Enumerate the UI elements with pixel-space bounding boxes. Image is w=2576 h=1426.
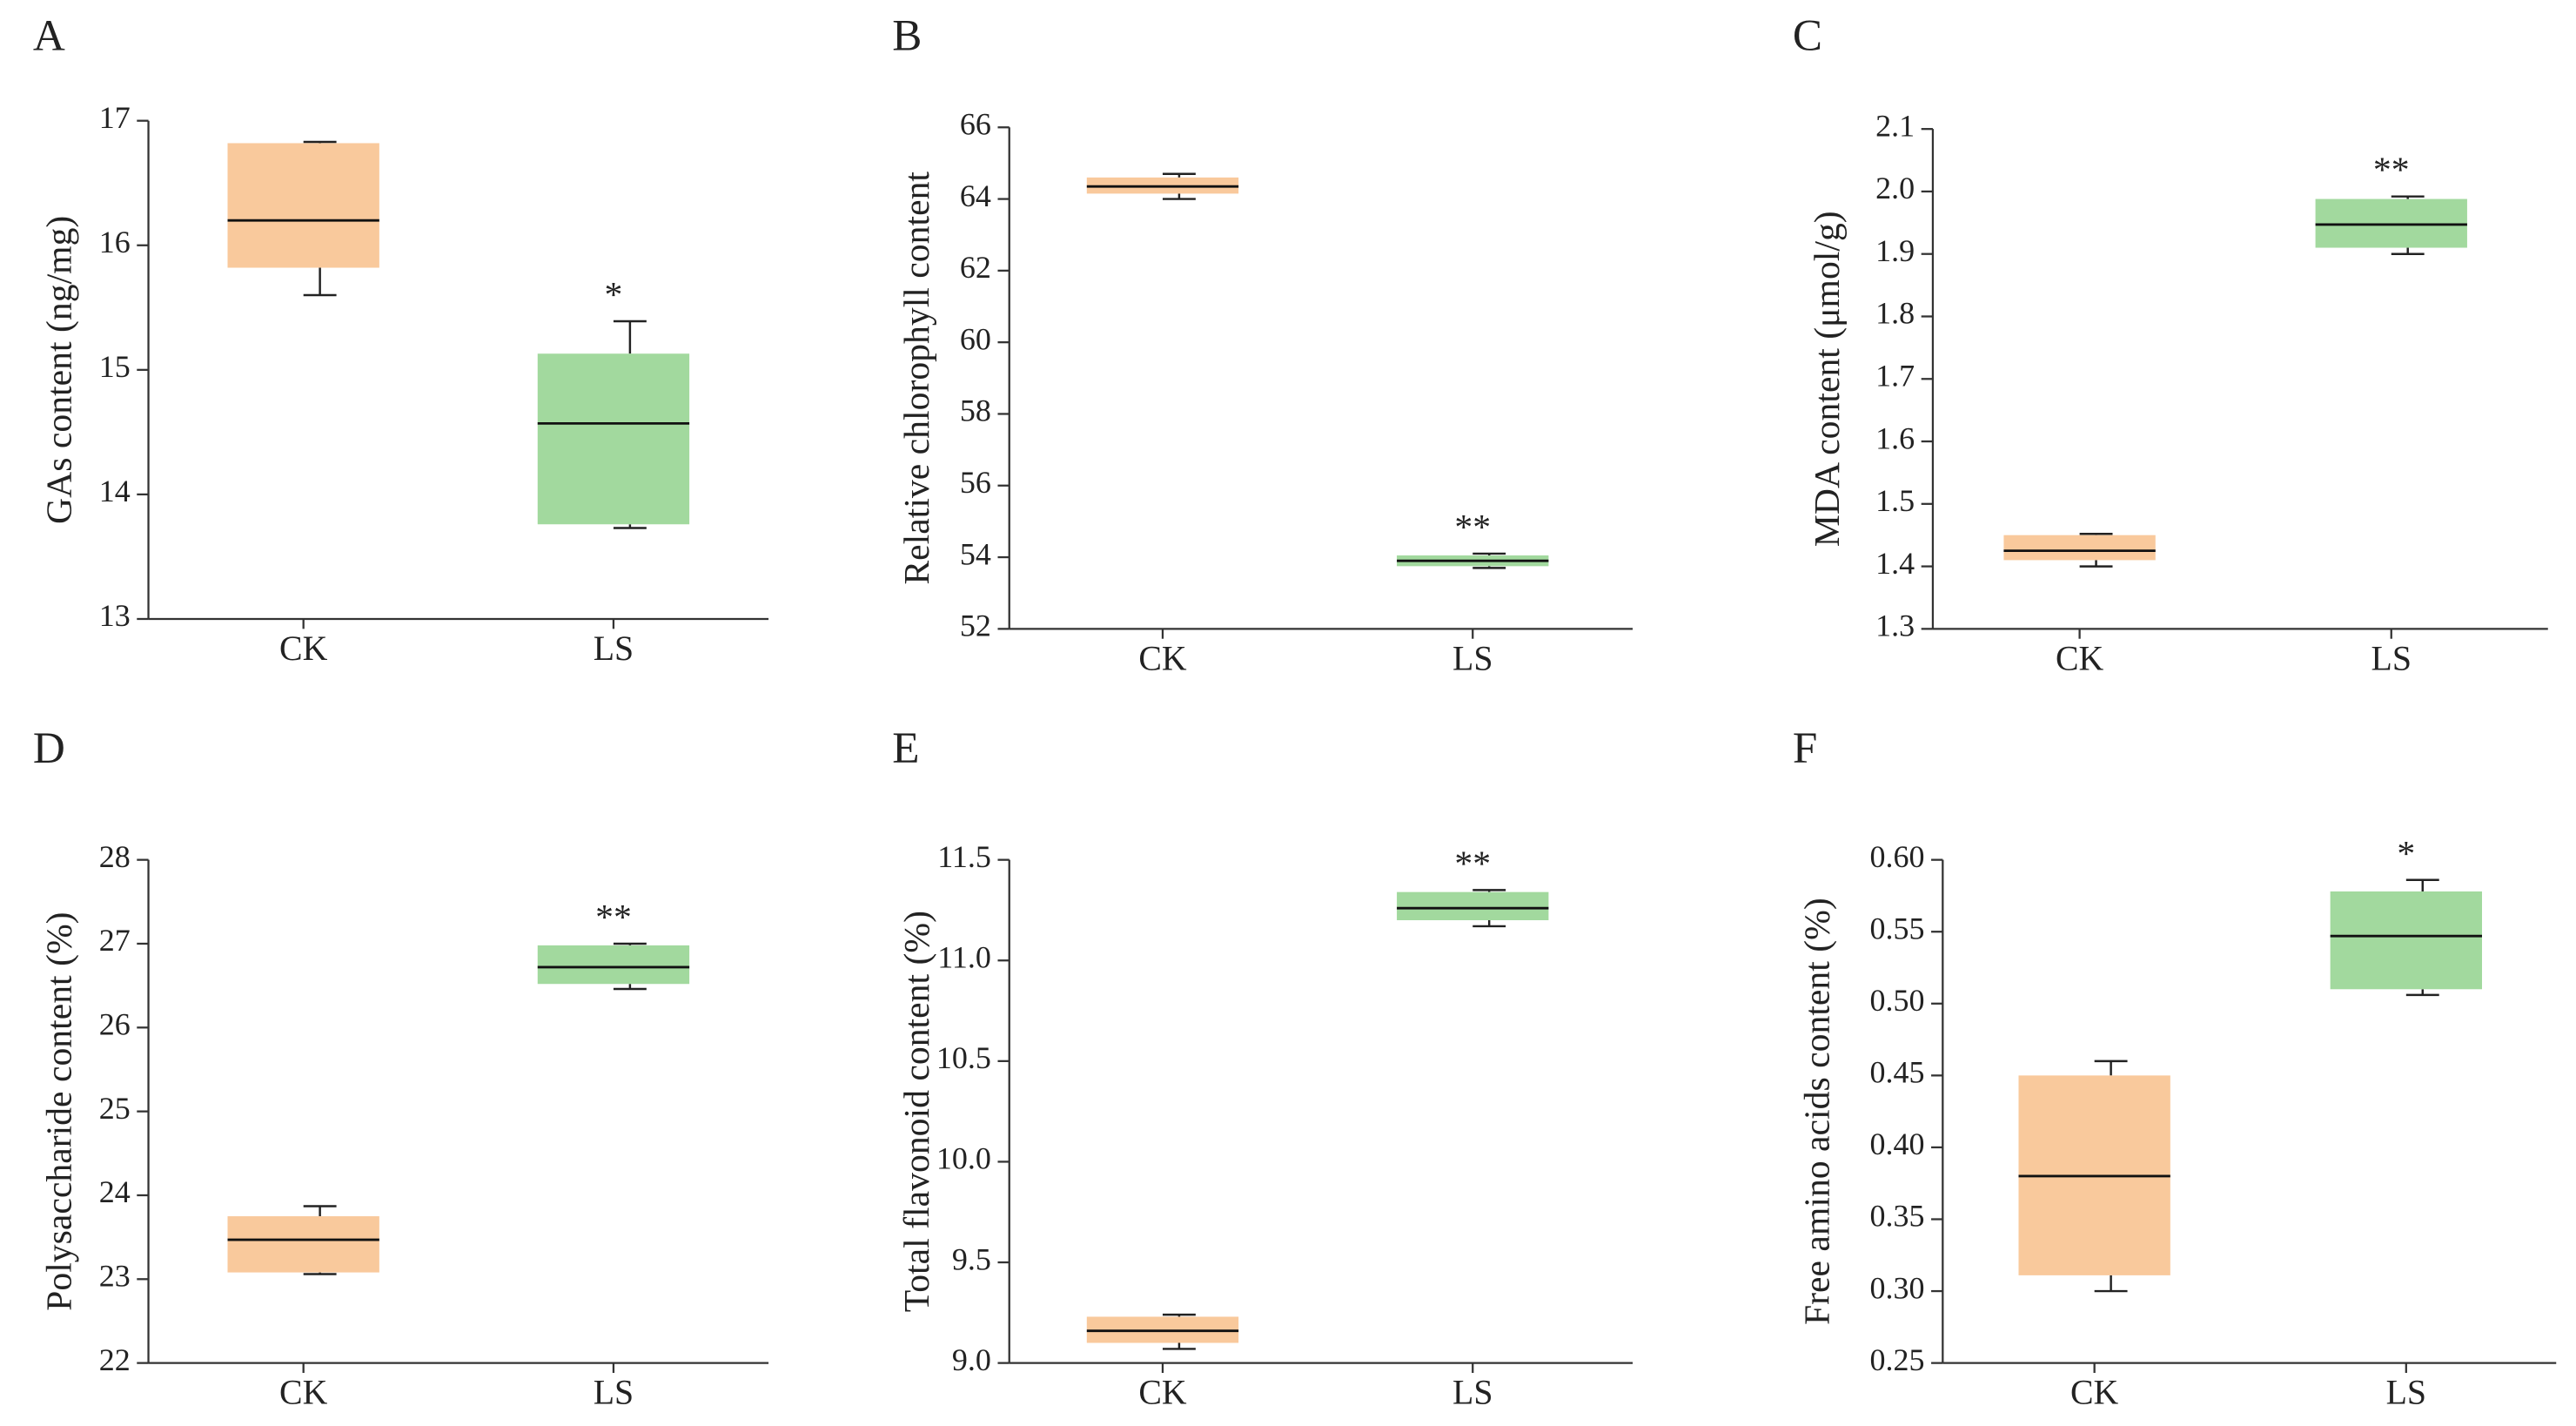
y-tick-label: 0.60 [1869, 839, 1924, 874]
x-tick-label: CK [279, 629, 328, 668]
y-tick-label: 58 [960, 393, 991, 428]
y-tick-label: 1.8 [1875, 296, 1915, 331]
box [2003, 535, 2156, 561]
y-axis-label: MDA content (μmol/g) [1808, 211, 1848, 547]
y-tick-label: 64 [960, 178, 991, 213]
y-tick-label: 13 [99, 598, 131, 633]
box [2330, 891, 2482, 990]
y-tick-label: 0.35 [1869, 1199, 1924, 1234]
panel-label: A [33, 11, 65, 61]
y-tick-label: 9.0 [952, 1342, 991, 1377]
x-tick-label: CK [2070, 1374, 2119, 1412]
significance: * [605, 275, 623, 315]
significance: ** [2373, 151, 2410, 191]
y-tick-label: 16 [99, 225, 131, 259]
y-tick-label: 9.5 [952, 1241, 991, 1276]
box [537, 945, 690, 985]
y-tick-label: 66 [960, 107, 991, 142]
y-axis-label: Free amino acids content (%) [1798, 898, 1838, 1325]
significance: * [2397, 834, 2415, 874]
x-tick-label: LS [1452, 1374, 1493, 1412]
y-tick-label: 62 [960, 250, 991, 285]
significance: ** [1454, 844, 1491, 884]
y-tick-label: 1.3 [1875, 609, 1915, 643]
y-tick-label: 1.6 [1875, 420, 1915, 455]
y-tick-label: 14 [99, 474, 131, 508]
y-tick-label: 11.0 [937, 940, 991, 975]
y-axis-label: GAs content (ng/mg) [40, 216, 80, 524]
significance: ** [595, 898, 632, 938]
y-tick-label: 56 [960, 465, 991, 500]
box [2315, 198, 2467, 248]
y-tick-label: 1.9 [1875, 233, 1915, 268]
box [537, 353, 690, 525]
y-tick-label: 0.40 [1869, 1127, 1924, 1161]
y-tick-label: 10.5 [936, 1040, 991, 1075]
y-tick-label: 17 [99, 100, 131, 135]
x-tick-label: LS [2371, 639, 2412, 677]
y-tick-label: 2.1 [1875, 108, 1915, 143]
y-tick-label: 15 [99, 349, 131, 384]
panel-label: B [892, 11, 922, 61]
y-tick-label: 22 [99, 1342, 131, 1377]
y-tick-label: 1.5 [1875, 483, 1915, 518]
panel-label: D [33, 723, 65, 773]
box [227, 143, 379, 268]
y-tick-label: 26 [99, 1007, 131, 1042]
y-tick-label: 0.55 [1869, 911, 1924, 945]
y-axis-label: Polysaccharide content (%) [40, 911, 80, 1310]
significance: ** [1454, 508, 1491, 548]
y-tick-label: 24 [99, 1174, 131, 1209]
x-tick-label: CK [1138, 1374, 1187, 1412]
x-tick-label: CK [1138, 639, 1187, 677]
y-tick-label: 54 [960, 536, 991, 571]
y-tick-label: 52 [960, 609, 991, 643]
y-axis-label: Relative chlorophyll content [897, 172, 937, 585]
x-tick-label: LS [594, 1374, 634, 1412]
box [227, 1216, 379, 1273]
y-tick-label: 1.7 [1875, 359, 1915, 393]
y-tick-label: 0.25 [1869, 1342, 1924, 1377]
x-tick-label: CK [2056, 639, 2104, 677]
x-tick-label: CK [279, 1374, 328, 1412]
y-tick-label: 27 [99, 923, 131, 958]
x-tick-label: LS [1452, 639, 1493, 677]
y-tick-label: 2.0 [1875, 171, 1915, 205]
y-tick-label: 11.5 [937, 839, 991, 874]
panel-label: C [1793, 11, 1822, 61]
y-tick-label: 10.0 [936, 1141, 991, 1176]
panel-label: F [1793, 723, 1817, 773]
y-tick-label: 23 [99, 1259, 131, 1294]
panel-label: E [892, 723, 919, 773]
y-tick-label: 25 [99, 1091, 131, 1126]
x-tick-label: LS [594, 629, 634, 668]
y-tick-label: 0.50 [1869, 983, 1924, 1018]
y-axis-label: Total flavonoid content (%) [897, 911, 937, 1312]
y-tick-label: 1.4 [1875, 546, 1915, 581]
y-tick-label: 28 [99, 839, 131, 874]
x-tick-label: LS [2386, 1374, 2426, 1412]
box [1397, 891, 1549, 921]
y-tick-label: 0.30 [1869, 1270, 1924, 1305]
y-tick-label: 0.45 [1869, 1055, 1924, 1090]
y-tick-label: 60 [960, 321, 991, 356]
